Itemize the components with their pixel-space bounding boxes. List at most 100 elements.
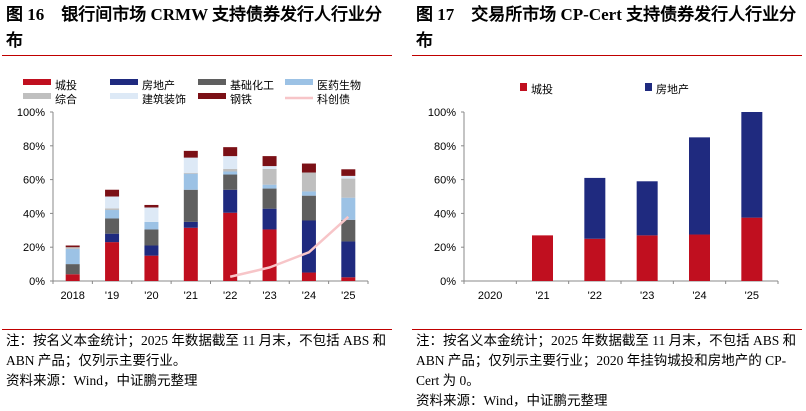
legend-swatch bbox=[198, 79, 226, 85]
bar-segment-房地产 bbox=[636, 181, 658, 236]
bar-segment-医药生物 bbox=[144, 221, 159, 230]
note-divider bbox=[2, 329, 392, 330]
bar-segment-建筑装饰 bbox=[144, 207, 159, 222]
x-tick-label: '21 bbox=[535, 290, 549, 302]
bar-segment-城投 bbox=[144, 255, 159, 281]
figure-17-notes: 注：按名义本金统计；2025 年数据截至 11 月末，不包括 ABS 和 ABN… bbox=[416, 331, 801, 411]
figure-17-panel: 图 17 交易所市场 CP-Cert 支持债券发行人行业分布 0% 20% 40% 6… bbox=[410, 0, 802, 411]
bar-segment-综合 bbox=[105, 208, 120, 211]
y-tick-label: 80% bbox=[434, 141, 456, 153]
figure-16-panel: 图 16 银行间市场 CRMW 支持债券发行人行业分布 0% 20% 40% 60% 8… bbox=[0, 0, 392, 410]
bar-segment-城投 bbox=[262, 229, 277, 281]
bar-segment-医药生物 bbox=[262, 184, 277, 189]
bar-segment-房地产 bbox=[584, 177, 606, 239]
bar-segment-建筑装饰 bbox=[105, 196, 120, 209]
legend-swatch bbox=[23, 79, 51, 85]
title-divider bbox=[2, 55, 392, 56]
bar-segment-综合 bbox=[223, 168, 238, 172]
x-tick-label: '19 bbox=[105, 290, 119, 302]
x-tick-label: '25 bbox=[341, 290, 355, 302]
x-tick-label: '21 bbox=[184, 290, 198, 302]
bar-segment-房地产 bbox=[183, 221, 198, 228]
legend-label: 房地产 bbox=[656, 82, 689, 96]
bar-segment-钢铁 bbox=[341, 169, 356, 176]
bar-segment-建筑装饰 bbox=[341, 175, 356, 179]
x-tick-label: '23 bbox=[640, 290, 654, 302]
bar-segment-医药生物 bbox=[223, 171, 238, 175]
bar-segment-钢铁 bbox=[65, 245, 80, 248]
bar-segment-建筑装饰 bbox=[223, 156, 238, 169]
bar-segment-基础化工 bbox=[341, 219, 356, 242]
bar-segment-医药生物 bbox=[301, 191, 316, 196]
legend-label: 城投 bbox=[55, 78, 77, 92]
y-tick-label: 20% bbox=[23, 242, 45, 254]
bar-segment-城投 bbox=[636, 235, 658, 281]
bar-segment-城投 bbox=[105, 242, 120, 281]
source-text: 资料来源：Wind，中证鹏元整理 bbox=[416, 393, 608, 408]
bar-segment-房地产 bbox=[341, 241, 356, 278]
bar-segment-城投 bbox=[183, 227, 198, 281]
legend-swatch bbox=[285, 79, 313, 85]
bar-segment-钢铁 bbox=[301, 163, 316, 173]
legend-swatch bbox=[110, 79, 138, 85]
bar-segment-房地产 bbox=[144, 245, 159, 256]
x-tick-label: '22 bbox=[588, 290, 602, 302]
bar-segment-医药生物 bbox=[105, 210, 120, 219]
bar-segment-城投 bbox=[301, 272, 316, 281]
legend-label: 房地产 bbox=[142, 78, 175, 92]
bar-segment-医药生物 bbox=[183, 173, 198, 190]
bar-segment-城投 bbox=[65, 274, 80, 281]
y-tick-label: 40% bbox=[434, 208, 456, 220]
note-text: 注：按名义本金统计；2025 年数据截至 11 月末，不包括 ABS 和 ABN… bbox=[6, 333, 387, 368]
bar-segment-城投 bbox=[584, 238, 606, 281]
legend-swatch bbox=[23, 93, 51, 99]
y-tick-label: 20% bbox=[434, 242, 456, 254]
bar-segment-综合 bbox=[341, 178, 356, 198]
bar-segment-基础化工 bbox=[262, 188, 277, 209]
legend-label: 基础化工 bbox=[230, 78, 274, 92]
note-divider bbox=[412, 329, 802, 330]
bar-segment-医药生物 bbox=[65, 248, 80, 265]
legend-swatch bbox=[645, 83, 652, 91]
bar-segment-综合 bbox=[65, 247, 80, 249]
x-tick-label: '23 bbox=[262, 290, 276, 302]
legend-label: 医药生物 bbox=[317, 78, 361, 92]
legend-swatch bbox=[110, 93, 138, 99]
bar-segment-房地产 bbox=[741, 112, 763, 218]
x-tick-label: '20 bbox=[144, 290, 158, 302]
bar-segment-城投 bbox=[341, 277, 356, 281]
bar-segment-综合 bbox=[262, 168, 277, 185]
legend-swatch bbox=[198, 93, 226, 99]
bar-segment-城投 bbox=[741, 217, 763, 281]
bar-segment-综合 bbox=[183, 172, 198, 174]
bar-segment-房地产 bbox=[105, 233, 120, 243]
x-tick-label: 2020 bbox=[478, 290, 502, 302]
bar-segment-建筑装饰 bbox=[183, 157, 198, 173]
bar-segment-基础化工 bbox=[65, 264, 80, 275]
y-tick-label: 0% bbox=[29, 276, 45, 288]
bar-segment-城投 bbox=[223, 212, 238, 281]
legend-label: 建筑装饰 bbox=[142, 92, 186, 106]
bar-segment-城投 bbox=[689, 234, 710, 281]
title-divider bbox=[412, 55, 802, 56]
bar-segment-医药生物 bbox=[341, 197, 356, 220]
bar-segment-房地产 bbox=[689, 137, 710, 235]
y-tick-label: 60% bbox=[23, 175, 45, 187]
figure-16-title: 图 16 银行间市场 CRMW 支持债券发行人行业分布 bbox=[6, 5, 383, 50]
bar-segment-城投 bbox=[532, 235, 553, 281]
figure-16-chart: 0% 20% 40% 60% 80% 100% 2018 '19 '20 '21 '22 '23 '24… bbox=[17, 78, 369, 302]
bar-segment-基础化工 bbox=[105, 218, 120, 234]
bar-segment-基础化工 bbox=[183, 189, 198, 222]
bar-segment-钢铁 bbox=[105, 189, 120, 197]
y-tick-label: 40% bbox=[23, 208, 45, 220]
y-tick-label: 100% bbox=[17, 107, 45, 119]
x-tick-label: '24 bbox=[692, 290, 706, 302]
line-series-科创债 bbox=[229, 215, 350, 278]
y-tick-label: 0% bbox=[440, 276, 456, 288]
legend-label: 钢铁 bbox=[230, 93, 252, 106]
x-tick-label: 2018 bbox=[60, 290, 84, 302]
note-text: 注：按名义本金统计；2025 年数据截至 11 月末，不包括 ABS 和 ABN… bbox=[416, 333, 797, 388]
y-tick-label: 60% bbox=[434, 175, 456, 187]
figure-17-title: 图 17 交易所市场 CP-Cert 支持债券发行人行业分布 bbox=[416, 5, 797, 50]
legend-swatch bbox=[520, 83, 527, 91]
